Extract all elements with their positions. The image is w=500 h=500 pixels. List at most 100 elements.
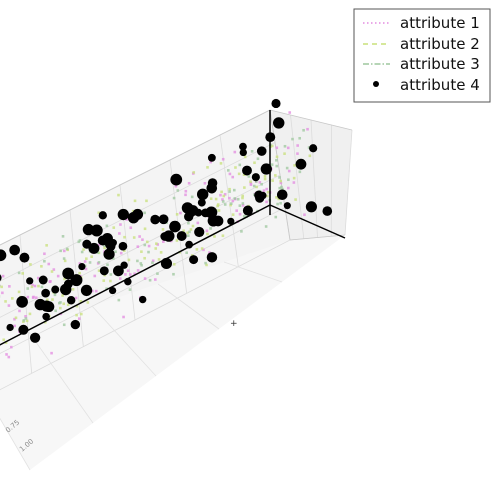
point-attribute-3 bbox=[22, 319, 26, 322]
point-attribute-1 bbox=[221, 157, 225, 161]
point-attribute-3 bbox=[54, 309, 57, 313]
point-attribute-2 bbox=[143, 256, 146, 260]
point-attribute-1 bbox=[223, 193, 227, 196]
point-attribute-2 bbox=[50, 270, 54, 273]
point-attribute-3 bbox=[281, 187, 284, 191]
point-attribute-1 bbox=[78, 262, 82, 265]
point-attribute-3 bbox=[278, 186, 282, 190]
point-attribute-1 bbox=[7, 304, 11, 307]
point-attribute-2 bbox=[86, 301, 90, 304]
point-attribute-1 bbox=[43, 252, 46, 256]
x-axis-line bbox=[0, 204, 271, 346]
point-attribute-1 bbox=[133, 272, 136, 276]
point-attribute-2 bbox=[195, 248, 199, 251]
point-attribute-2 bbox=[229, 203, 232, 207]
point-attribute-1 bbox=[118, 232, 121, 235]
point-attribute-1 bbox=[129, 226, 133, 230]
point-attribute-4 bbox=[29, 332, 41, 343]
point-attribute-1 bbox=[174, 184, 178, 188]
axis-marker: + bbox=[230, 319, 238, 329]
point-attribute-3 bbox=[185, 251, 188, 255]
point-attribute-1 bbox=[233, 150, 237, 154]
point-attribute-3 bbox=[278, 176, 281, 179]
point-attribute-4 bbox=[109, 286, 117, 295]
point-attribute-3 bbox=[233, 197, 237, 200]
point-attribute-4 bbox=[16, 296, 28, 308]
point-attribute-2 bbox=[143, 227, 147, 231]
point-attribute-2 bbox=[219, 162, 223, 165]
legend-label-attribute-1: attribute 1 bbox=[400, 14, 480, 32]
point-attribute-1 bbox=[26, 295, 30, 299]
point-attribute-2 bbox=[234, 166, 237, 169]
point-attribute-1 bbox=[287, 186, 290, 190]
point-attribute-3 bbox=[238, 163, 242, 167]
point-attribute-1 bbox=[122, 315, 125, 319]
point-attribute-1 bbox=[249, 181, 253, 185]
point-attribute-1 bbox=[47, 262, 51, 266]
point-attribute-4 bbox=[80, 284, 93, 297]
point-attribute-3 bbox=[17, 271, 21, 275]
point-attribute-3 bbox=[176, 189, 180, 192]
point-attribute-1 bbox=[49, 280, 52, 283]
point-attribute-1 bbox=[221, 198, 224, 201]
point-attribute-1 bbox=[31, 296, 35, 299]
point-attribute-3 bbox=[247, 175, 251, 178]
point-attribute-1 bbox=[228, 196, 231, 200]
point-attribute-4 bbox=[99, 266, 109, 276]
point-attribute-3 bbox=[209, 227, 212, 230]
point-attribute-3 bbox=[275, 158, 278, 162]
point-attribute-1 bbox=[205, 229, 209, 233]
point-attribute-3 bbox=[156, 272, 159, 275]
point-attribute-1 bbox=[147, 244, 151, 248]
point-attribute-3 bbox=[241, 202, 245, 205]
point-attribute-4 bbox=[40, 300, 53, 312]
point-attribute-3 bbox=[172, 196, 176, 200]
point-attribute-1 bbox=[156, 243, 160, 246]
point-attribute-3 bbox=[298, 170, 302, 174]
point-attribute-2 bbox=[182, 229, 185, 233]
point-attribute-2 bbox=[4, 341, 8, 344]
point-attribute-1 bbox=[138, 235, 141, 238]
point-attribute-1 bbox=[93, 274, 97, 278]
point-attribute-2 bbox=[243, 155, 247, 159]
point-attribute-2 bbox=[133, 199, 137, 203]
point-attribute-4 bbox=[207, 153, 216, 162]
point-attribute-4 bbox=[242, 205, 253, 216]
point-attribute-2 bbox=[271, 179, 274, 182]
point-attribute-1 bbox=[184, 193, 187, 197]
point-attribute-1 bbox=[10, 345, 13, 349]
point-attribute-3 bbox=[112, 257, 115, 260]
point-attribute-2 bbox=[29, 263, 32, 266]
point-attribute-4 bbox=[138, 295, 147, 304]
point-attribute-4 bbox=[276, 189, 288, 201]
point-attribute-4 bbox=[132, 208, 144, 220]
point-attribute-2 bbox=[294, 198, 297, 201]
point-attribute-3 bbox=[188, 230, 191, 234]
point-attribute-1 bbox=[94, 289, 98, 293]
point-attribute-4 bbox=[227, 217, 235, 225]
point-attribute-2 bbox=[206, 166, 209, 169]
point-attribute-2 bbox=[45, 244, 48, 247]
point-attribute-1 bbox=[91, 289, 94, 293]
legend-label-attribute-2: attribute 2 bbox=[400, 35, 480, 53]
point-attribute-4 bbox=[158, 214, 169, 225]
point-attribute-2 bbox=[266, 190, 270, 194]
point-attribute-2 bbox=[155, 242, 158, 245]
point-attribute-2 bbox=[172, 262, 176, 266]
point-attribute-2 bbox=[122, 249, 126, 252]
point-attribute-3 bbox=[226, 169, 230, 172]
point-attribute-2 bbox=[61, 294, 64, 297]
point-attribute-2 bbox=[213, 235, 216, 238]
point-attribute-4 bbox=[239, 142, 247, 151]
point-attribute-2 bbox=[80, 312, 83, 316]
grid-line bbox=[223, 261, 283, 283]
point-attribute-2 bbox=[63, 259, 67, 263]
point-attribute-4 bbox=[160, 257, 173, 270]
point-attribute-1 bbox=[77, 317, 81, 320]
point-attribute-2 bbox=[255, 185, 258, 189]
point-attribute-2 bbox=[308, 154, 312, 158]
point-attribute-2 bbox=[241, 194, 244, 198]
point-attribute-3 bbox=[143, 243, 147, 247]
point-attribute-3 bbox=[43, 259, 46, 263]
point-attribute-3 bbox=[65, 247, 69, 251]
